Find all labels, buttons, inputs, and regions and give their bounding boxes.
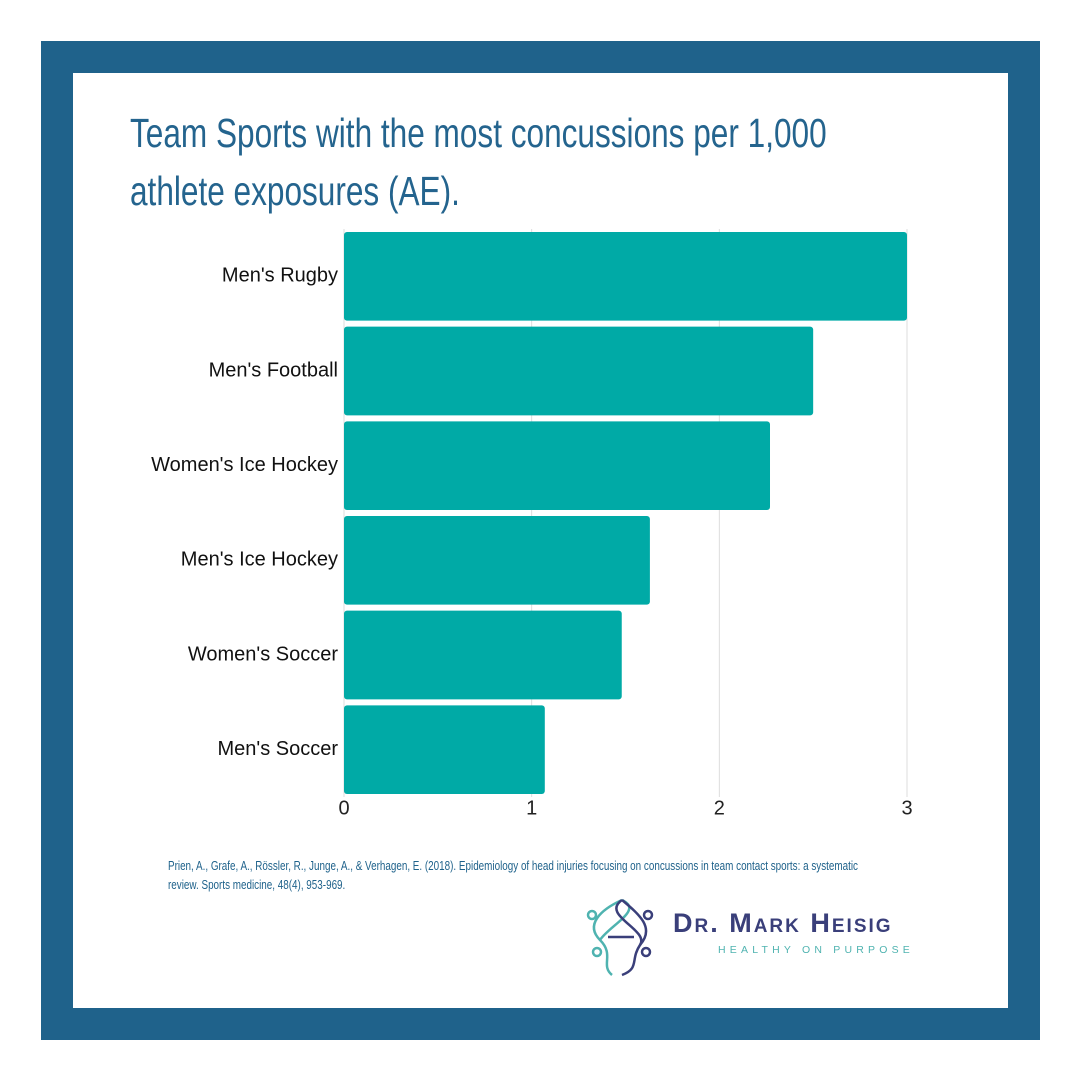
chart-title: Team Sports with the most concussions pe… <box>130 110 827 214</box>
frame <box>41 41 1040 1040</box>
bar <box>344 326 814 416</box>
x-tick-label: 0 <box>338 797 349 819</box>
x-tick-label: 3 <box>901 797 912 819</box>
y-tick-label: Men's Football <box>209 359 338 381</box>
y-tick-label: Women's Ice Hockey <box>151 454 338 476</box>
y-tick-label: Women's Soccer <box>188 643 339 665</box>
bar <box>344 705 545 794</box>
bar <box>344 610 622 700</box>
logo-icon <box>586 898 654 977</box>
y-tick-label: Men's Ice Hockey <box>181 549 338 571</box>
x-tick-label: 2 <box>714 797 725 819</box>
bar <box>344 232 907 321</box>
brand-name: Dr. Mark Heisig <box>673 908 893 938</box>
citation: Prien, A., Grafe, A., Rössler, R., Junge… <box>168 859 858 892</box>
y-tick-label: Men's Rugby <box>222 265 338 287</box>
x-tick-label: 1 <box>526 797 537 819</box>
bar <box>344 421 771 510</box>
y-tick-label: Men's Soccer <box>217 738 338 760</box>
bar <box>344 516 650 605</box>
brand-tagline: HEALTHY ON PURPOSE <box>718 944 914 956</box>
